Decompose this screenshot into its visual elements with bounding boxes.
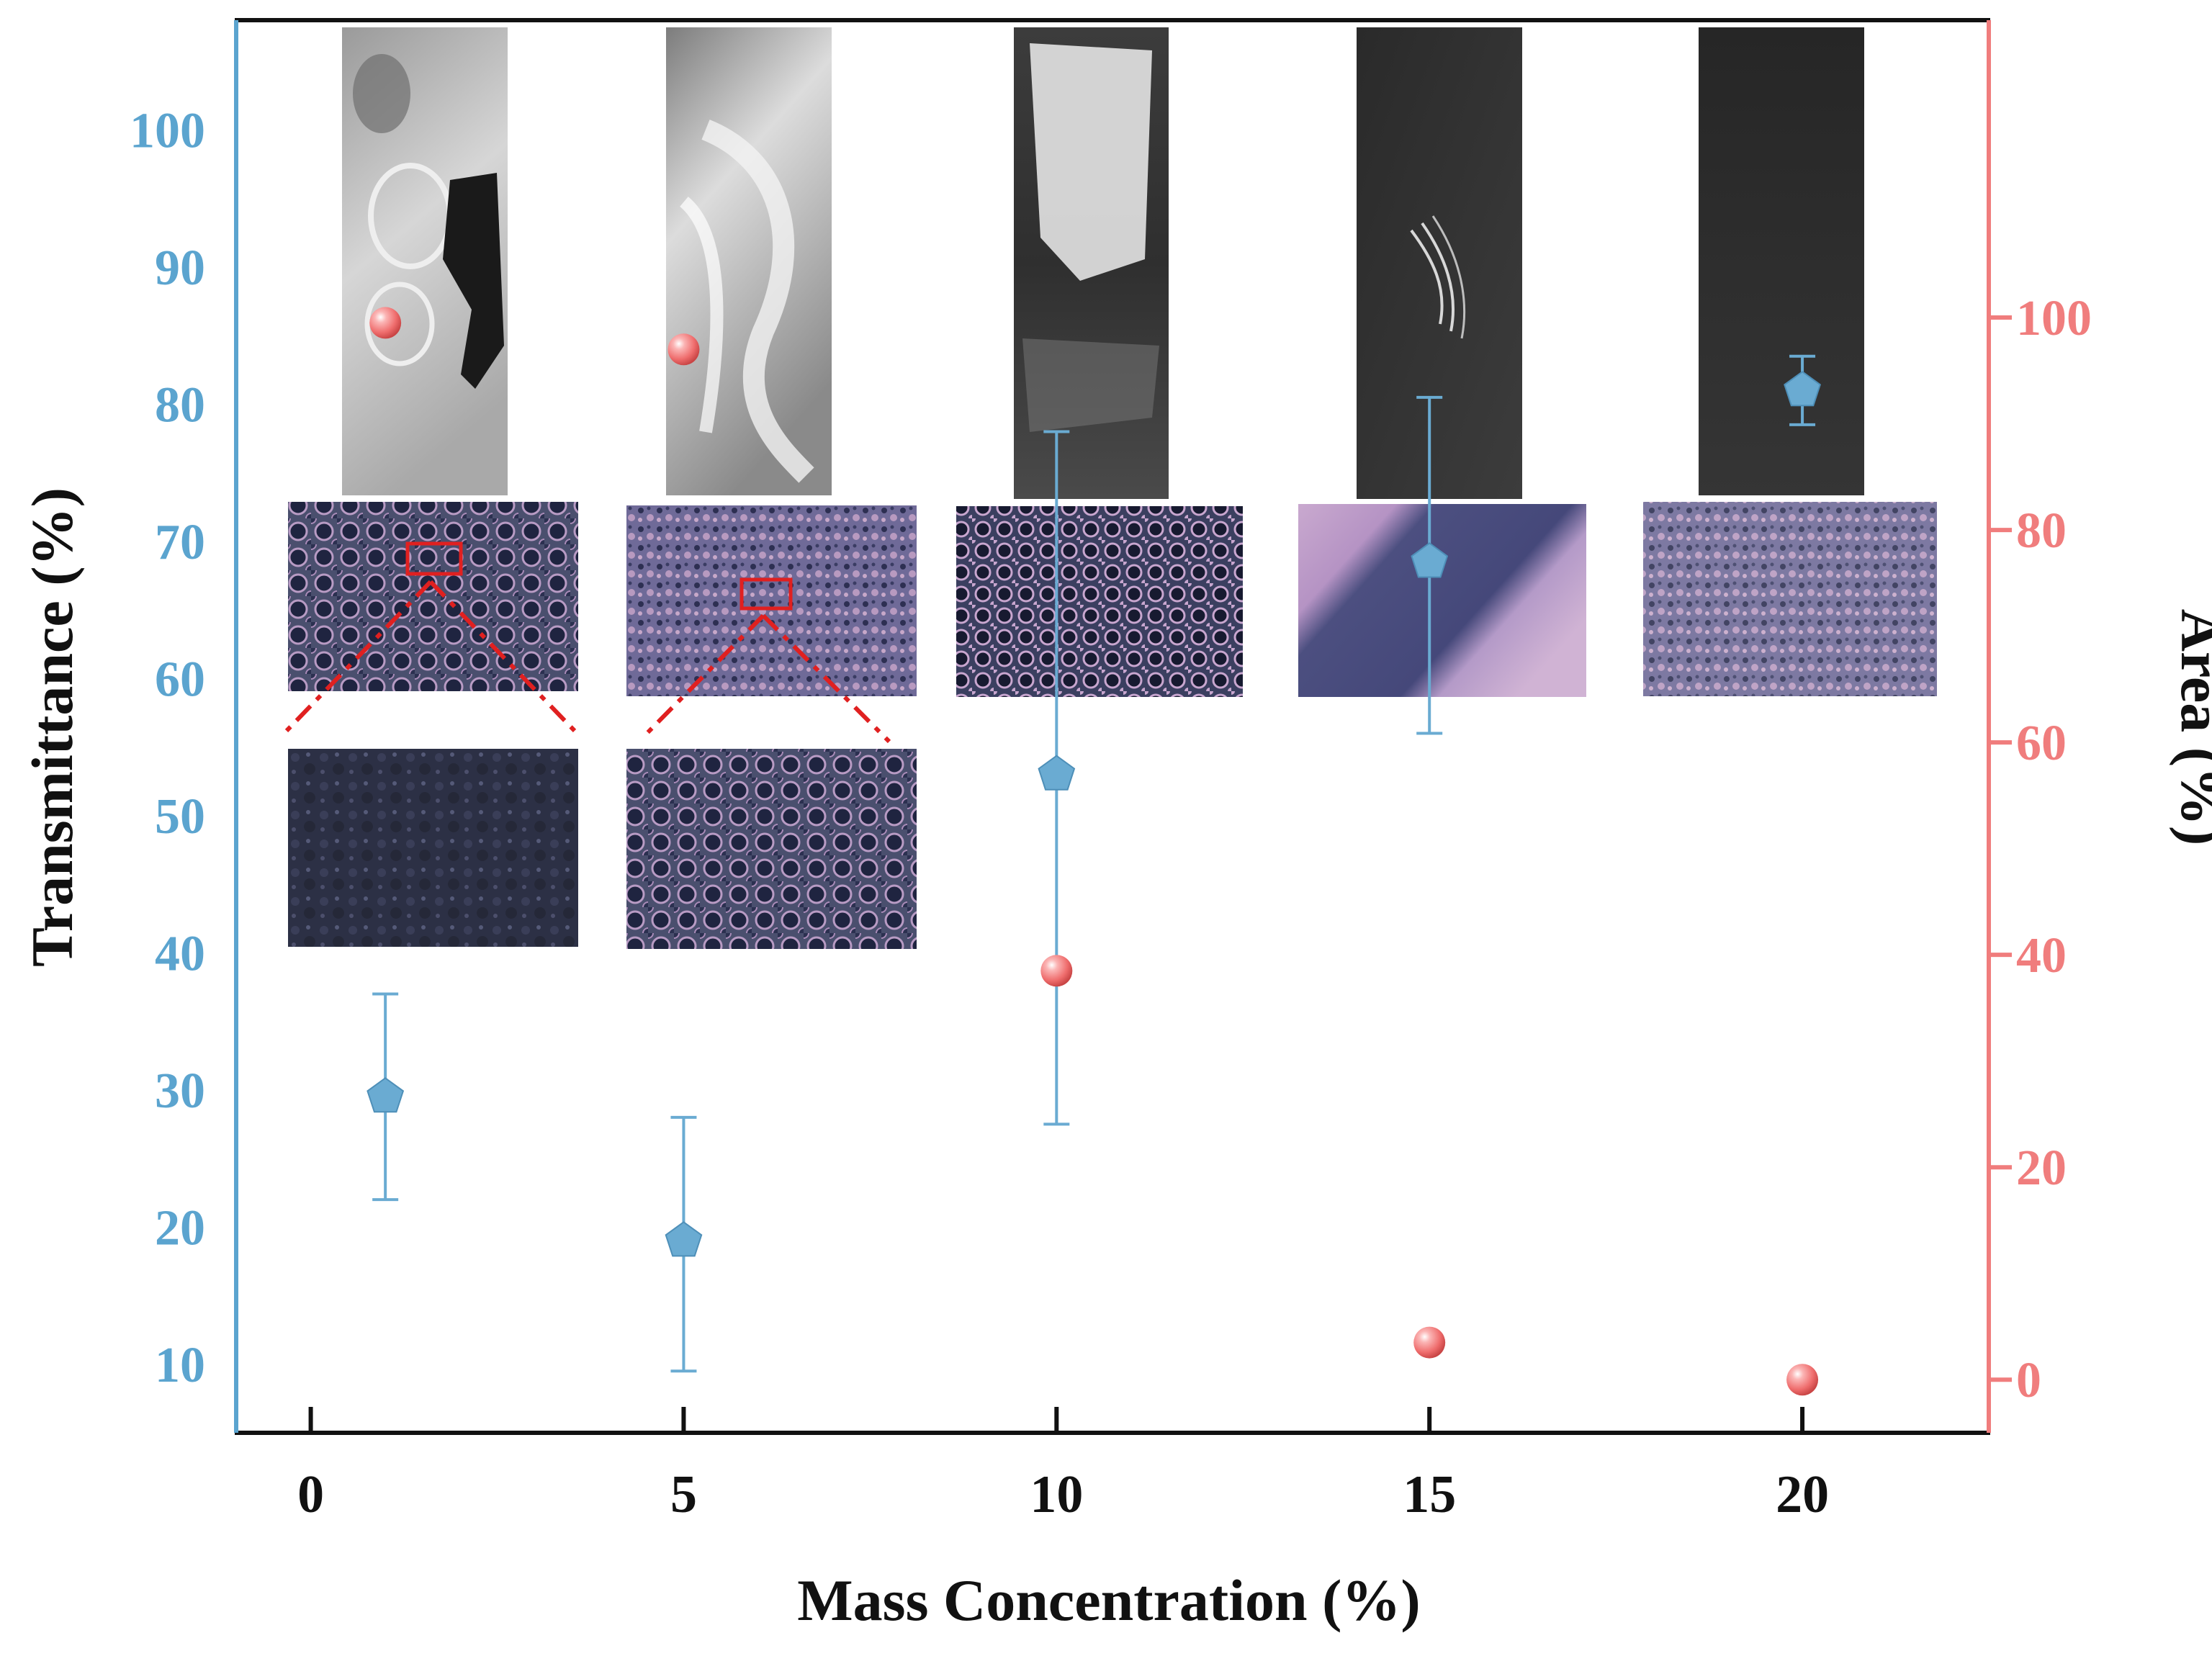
right-tick-label: 20 xyxy=(2016,1140,2067,1196)
left-tick-label: 20 xyxy=(155,1200,205,1256)
left-tick-label: 100 xyxy=(130,103,205,158)
area-point xyxy=(1413,1326,1446,1359)
right-tick-label: 100 xyxy=(2016,291,2092,346)
transmittance-point xyxy=(1784,371,1821,407)
sample-photo-20 xyxy=(1699,27,1864,495)
left-tick-label: 70 xyxy=(155,515,205,570)
micrograph-20 xyxy=(1643,502,1937,696)
sample-photos xyxy=(342,27,1864,499)
right-tick-label: 60 xyxy=(2016,716,2067,771)
right-tick-label: 80 xyxy=(2016,503,2067,559)
sample-photo-15 xyxy=(1357,27,1522,499)
area-point xyxy=(369,307,402,339)
zoom-indicators xyxy=(284,541,891,744)
micrograph-15 xyxy=(1298,504,1586,697)
transmittance-point xyxy=(1411,542,1449,578)
zoom-micrograph-5 xyxy=(626,749,917,949)
micrograph-10 xyxy=(956,506,1243,697)
x-axis-title: Mass Concentration (%) xyxy=(797,1567,1420,1633)
left-axis-ticks: 10 20 30 40 50 60 70 80 90 100 xyxy=(130,103,205,1392)
zoom-micrograph-0 xyxy=(288,749,578,947)
left-axis-title: Transmittance (%) xyxy=(19,487,85,967)
x-tick-label: 20 xyxy=(1776,1465,1829,1524)
left-tick-label: 40 xyxy=(155,926,205,981)
left-tick-label: 30 xyxy=(155,1063,205,1119)
sample-photo-5 xyxy=(666,27,832,495)
transmittance-point xyxy=(665,1221,703,1257)
transmittance-point xyxy=(367,1077,405,1113)
x-tick-label: 15 xyxy=(1403,1465,1456,1524)
data-marks xyxy=(367,307,1821,1396)
right-tick-label: 0 xyxy=(2016,1353,2041,1408)
right-tick-label: 40 xyxy=(2016,928,2067,984)
area-point xyxy=(667,333,700,366)
left-tick-label: 10 xyxy=(155,1338,205,1393)
micrograph-5 xyxy=(626,505,917,696)
left-tick-label: 50 xyxy=(155,789,205,845)
left-tick-label: 80 xyxy=(155,377,205,433)
left-tick-label: 90 xyxy=(155,240,205,296)
x-tick-label: 5 xyxy=(670,1465,697,1524)
right-axis-title: Area (%) xyxy=(2169,609,2212,846)
area-point xyxy=(1040,955,1073,987)
sample-photo-0 xyxy=(342,27,508,495)
right-axis-ticks: 0 20 40 60 80 100 xyxy=(1989,291,2092,1408)
sample-photo-10 xyxy=(1014,27,1169,499)
x-tick-label: 10 xyxy=(1030,1465,1083,1524)
x-tick-label: 0 xyxy=(297,1465,324,1524)
micrograph-0 xyxy=(288,502,578,691)
area-point xyxy=(1786,1364,1819,1396)
left-tick-label: 60 xyxy=(155,652,205,707)
transmittance-point xyxy=(1038,755,1076,791)
x-axis-ticks: 0 5 10 15 20 xyxy=(297,1407,1829,1524)
micrographs xyxy=(288,502,1937,949)
